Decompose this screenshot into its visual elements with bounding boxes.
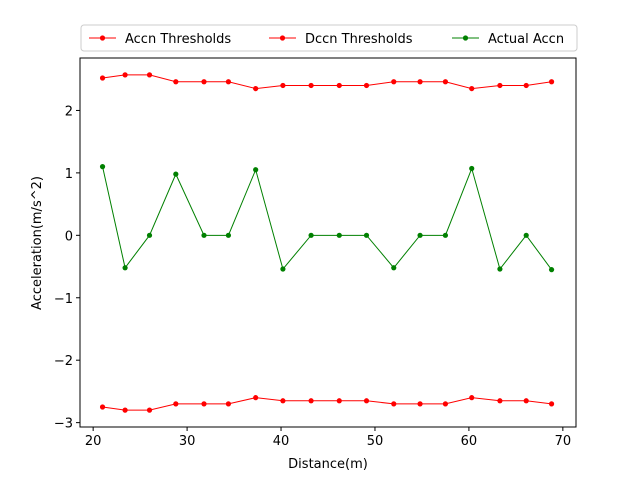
data-point-actual-accn [548, 267, 555, 273]
data-point-dccn-thresholds [173, 401, 179, 407]
data-point-accn-thresholds [173, 79, 179, 85]
series-layer [99, 72, 555, 413]
legend-label: Accn Thresholds [125, 32, 231, 47]
data-point-actual-accn [442, 232, 449, 238]
series-actual-accn [99, 164, 555, 273]
data-point-accn-thresholds [253, 85, 259, 92]
data-point-accn-thresholds [497, 82, 503, 89]
data-point-dccn-thresholds [417, 401, 423, 407]
data-point-dccn-thresholds [442, 401, 449, 407]
data-point-accn-thresholds [201, 79, 207, 85]
series-dccn-thresholds [99, 395, 555, 413]
data-point-dccn-thresholds [122, 407, 128, 413]
data-point-dccn-thresholds [523, 398, 529, 404]
data-point-accn-thresholds [363, 82, 370, 89]
legend-swatch-marker [462, 35, 469, 41]
data-point-dccn-thresholds [225, 401, 232, 407]
legend-label: Actual Accn [488, 32, 564, 47]
data-point-actual-accn [201, 232, 207, 238]
y-tick-label: −2 [54, 354, 73, 369]
data-point-actual-accn [146, 232, 153, 238]
legend-box [80, 24, 578, 52]
data-point-accn-thresholds [336, 82, 342, 89]
data-point-accn-thresholds [391, 79, 397, 85]
x-tick-label: 30 [179, 434, 196, 449]
data-point-actual-accn [280, 266, 286, 272]
data-point-accn-thresholds [548, 79, 555, 85]
data-point-actual-accn [469, 165, 475, 172]
data-point-dccn-thresholds [497, 398, 503, 404]
data-point-dccn-thresholds [363, 398, 370, 404]
x-tick-label: 60 [461, 434, 478, 449]
data-point-accn-thresholds [122, 72, 128, 78]
data-point-actual-accn [122, 265, 128, 271]
data-point-actual-accn [497, 266, 503, 272]
x-tick-label: 70 [555, 434, 572, 449]
data-point-accn-thresholds [280, 82, 286, 89]
data-point-accn-thresholds [146, 72, 153, 78]
legend-item-accn-thresholds: Accn Thresholds [89, 32, 231, 47]
data-point-dccn-thresholds [548, 401, 555, 407]
x-axis-title: Distance(m) [288, 457, 368, 472]
data-point-actual-accn [99, 164, 106, 170]
y-tick-label: 1 [65, 167, 73, 182]
legend-item-dccn-thresholds: Dccn Thresholds [269, 32, 413, 47]
data-point-actual-accn [363, 232, 370, 238]
data-point-accn-thresholds [225, 79, 232, 85]
data-point-accn-thresholds [442, 79, 449, 85]
y-tick-label: 2 [65, 104, 73, 119]
y-tick-label: −3 [54, 417, 73, 432]
y-tick-label: 0 [65, 229, 73, 244]
legend-items: Accn Thresholds Dccn Thresholds Actual Acc… [89, 32, 564, 47]
legend-swatch-marker [279, 35, 286, 41]
data-point-accn-thresholds [469, 85, 475, 92]
legend: Accn Thresholds Dccn Thresholds Actual Acc… [80, 24, 578, 52]
data-point-actual-accn [336, 232, 342, 238]
legend-label: Dccn Thresholds [305, 32, 413, 47]
data-point-accn-thresholds [523, 82, 529, 89]
x-tick-label: 40 [273, 434, 290, 449]
y-tick-label: −1 [54, 292, 73, 307]
data-point-actual-accn [391, 265, 397, 271]
plot-area [80, 58, 576, 427]
data-point-accn-thresholds [99, 75, 106, 81]
series-line-dccn-thresholds [102, 397, 552, 411]
x-tick-label: 50 [367, 434, 384, 449]
ticks-layer: 20 30 40 50 60 70 −3 −2 −1 0 1 2 [54, 104, 571, 449]
data-point-dccn-thresholds [146, 407, 153, 413]
data-point-accn-thresholds [308, 82, 314, 89]
series-line-accn-thresholds [102, 74, 552, 90]
data-point-dccn-thresholds [336, 398, 342, 404]
series-line-actual-accn [102, 166, 552, 271]
x-tick-label: 20 [85, 434, 102, 449]
data-point-dccn-thresholds [469, 395, 475, 401]
data-point-dccn-thresholds [99, 404, 106, 410]
data-point-actual-accn [253, 167, 259, 173]
data-point-actual-accn [308, 232, 314, 238]
series-accn-thresholds [99, 72, 555, 92]
data-point-actual-accn [225, 232, 232, 238]
data-point-dccn-thresholds [391, 401, 397, 407]
data-point-actual-accn [173, 171, 179, 177]
data-point-dccn-thresholds [308, 398, 314, 404]
data-point-dccn-thresholds [253, 395, 259, 401]
y-axis-title: Acceleration(m/s^2) [30, 176, 45, 310]
data-point-dccn-thresholds [280, 398, 286, 404]
data-point-actual-accn [417, 232, 423, 238]
plot-frame [79, 57, 577, 428]
legend-swatch-marker [99, 35, 106, 41]
data-point-actual-accn [523, 232, 529, 238]
data-point-dccn-thresholds [201, 401, 207, 407]
legend-item-actual-accn: Actual Accn [452, 32, 564, 47]
data-point-accn-thresholds [417, 79, 423, 85]
